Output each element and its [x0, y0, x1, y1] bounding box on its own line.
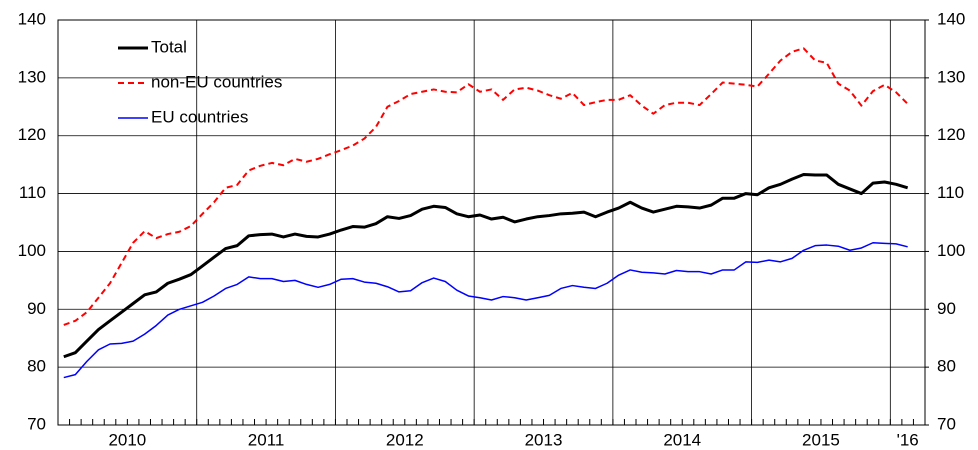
x-tick-label: 2013 [525, 430, 563, 449]
legend-label: EU countries [151, 107, 248, 126]
y-tick-label: 120 [18, 125, 46, 144]
y-tick-label: 100 [18, 241, 46, 260]
y-tick-label: 80 [27, 357, 46, 376]
x-tick-label: 2010 [108, 430, 146, 449]
series-line [63, 242, 908, 379]
y2-tick-label: 90 [937, 299, 956, 318]
y-tick-label: 130 [18, 67, 46, 86]
legend-label: Total [151, 37, 187, 56]
y2-tick-label: 120 [937, 125, 965, 144]
y-tick-label: 110 [19, 183, 46, 202]
series-line [63, 47, 909, 326]
y2-tick-label: 130 [937, 67, 965, 86]
series-line [63, 172, 909, 359]
y2-tick-label: 100 [937, 241, 965, 260]
x-tick-label: '16 [897, 430, 919, 449]
y-tick-label: 140 [18, 9, 46, 28]
x-tick-label: 2014 [663, 430, 701, 449]
x-tick-label: 2012 [386, 430, 424, 449]
y-tick-label: 90 [27, 299, 46, 318]
y2-tick-label: 80 [937, 357, 956, 376]
y2-tick-label: 70 [937, 414, 956, 433]
legend-label: non-EU countries [151, 72, 282, 91]
x-tick-label: 2015 [802, 430, 840, 449]
y2-tick-label: 140 [937, 9, 965, 28]
x-tick-label: 2011 [248, 430, 285, 449]
y2-tick-label: 110 [937, 183, 964, 202]
y-tick-label: 70 [27, 414, 46, 433]
